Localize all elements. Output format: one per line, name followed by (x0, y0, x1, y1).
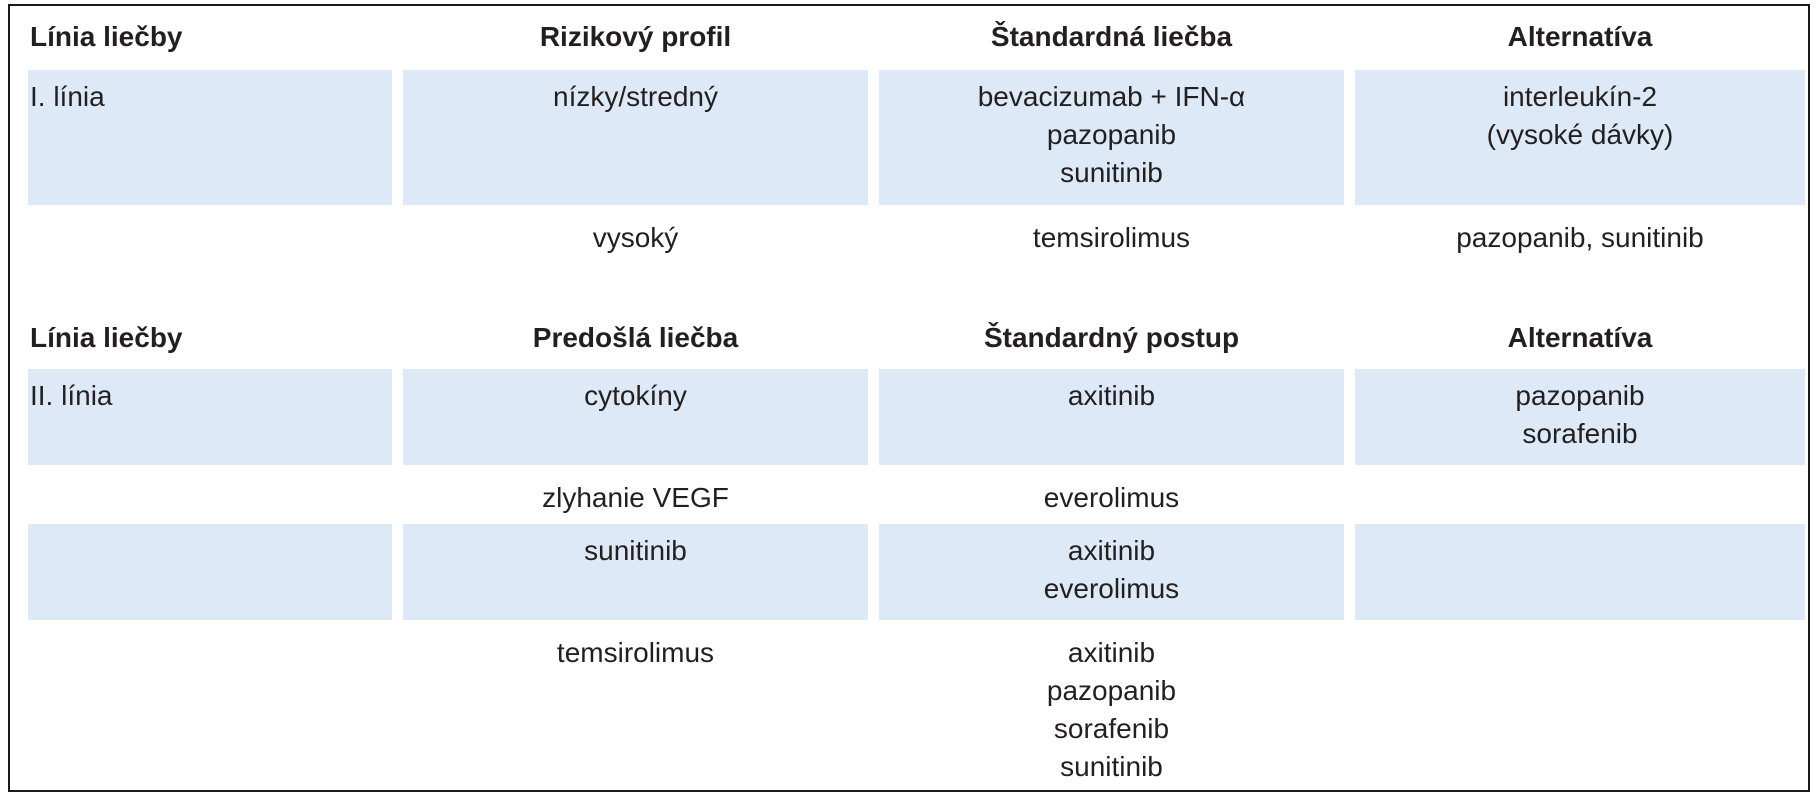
table-frame: Línia liečby Rizikový profil Štandardná … (8, 4, 1810, 792)
drug-name: bevacizumab + IFN-α (977, 81, 1246, 112)
row-previous-cell: temsirolimus (556, 637, 715, 668)
drug-name: pazopanib (1515, 380, 1645, 411)
drug-name: pazopanib (1046, 675, 1177, 706)
row-line-cell (28, 626, 392, 790)
row-line-cell (28, 211, 392, 286)
table-row: zlyhanie VEGF everolimus (28, 471, 1805, 519)
header-previous-treatment: Predošlá liečba (532, 322, 739, 353)
row-alternative-cell (1355, 626, 1805, 790)
header-alternative: Alternatíva (1507, 21, 1653, 52)
drug-name: sunitinib (1060, 751, 1163, 782)
row-alternative-cell: pazopanib sorafenib (1355, 369, 1805, 465)
row-standard-cell: axitinib everolimus (879, 524, 1344, 620)
drug-name: axitinib (1067, 637, 1156, 668)
row-line-cell (28, 524, 392, 620)
drug-name: everolimus (1043, 482, 1180, 513)
drug-name: axitinib (1067, 535, 1156, 566)
drug-name: sorafenib (1053, 713, 1170, 744)
row-alternative-cell: interleukín-2 (vysoké dávky) (1355, 70, 1805, 205)
row-standard-cell: temsirolimus (879, 211, 1344, 286)
drug-name: interleukín-2 (1502, 81, 1658, 112)
row-profile-cell: vysoký (592, 222, 679, 253)
row-previous-cell: cytokíny (403, 369, 868, 465)
drug-name: everolimus (1043, 573, 1180, 604)
row-previous-cell: sunitinib (403, 524, 868, 620)
row-standard-cell: everolimus (879, 471, 1344, 519)
row-alternative-cell: pazopanib, sunitinib (1355, 211, 1805, 286)
header-treatment-line: Línia liečby (30, 21, 183, 52)
row-alternative-cell (1355, 471, 1805, 519)
table-row: I. línia nízky/stredný bevacizumab + IFN… (28, 70, 1805, 205)
row-profile-cell: nízky/stredný (403, 70, 868, 205)
row-line-cell: II. línia (28, 369, 392, 465)
row-line-cell: I. línia (28, 70, 392, 205)
drug-name: axitinib (1067, 380, 1156, 411)
table-row: sunitinib axitinib everolimus (28, 524, 1805, 620)
table-header-row: Línia liečby Predošlá liečba Štandardný … (28, 307, 1805, 369)
row-previous-cell: zlyhanie VEGF (542, 482, 729, 513)
drug-name: sorafenib (1522, 418, 1638, 449)
header-standard-treatment: Štandardná liečba (990, 21, 1233, 52)
drug-name: (vysoké dávky) (1486, 119, 1674, 150)
row-alternative-cell (1355, 524, 1805, 620)
drug-name: pazopanib, sunitinib (1456, 222, 1704, 253)
table-header-row: Línia liečby Rizikový profil Štandardná … (28, 6, 1805, 70)
header-alternative: Alternatíva (1507, 322, 1653, 353)
table-row: vysoký temsirolimus pazopanib, sunitinib (28, 211, 1805, 286)
header-treatment-line: Línia liečby (30, 322, 183, 353)
table-row: II. línia cytokíny axitinib pazopanib so… (28, 369, 1805, 465)
row-standard-cell: bevacizumab + IFN-α pazopanib sunitinib (879, 70, 1344, 205)
header-risk-profile: Rizikový profil (539, 21, 732, 52)
drug-name: sunitinib (1060, 157, 1163, 188)
drug-name: temsirolimus (1032, 222, 1191, 253)
drug-name: pazopanib (1046, 119, 1177, 150)
header-standard-procedure: Štandardný postup (983, 322, 1240, 353)
row-standard-cell: axitinib (879, 369, 1344, 465)
row-line-cell (28, 471, 392, 519)
row-standard-cell: axitinib pazopanib sorafenib sunitinib (879, 626, 1344, 790)
table-row: temsirolimus axitinib pazopanib sorafeni… (28, 626, 1805, 790)
